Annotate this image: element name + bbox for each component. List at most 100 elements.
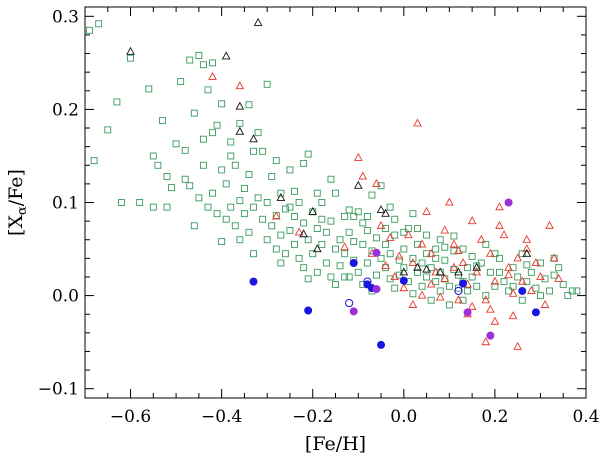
data-point bbox=[313, 189, 321, 197]
x-tick-label: 0.2 bbox=[481, 407, 508, 427]
data-point bbox=[381, 208, 390, 217]
data-point bbox=[254, 129, 262, 137]
data-point bbox=[386, 203, 394, 211]
data-point bbox=[181, 175, 189, 183]
data-point bbox=[454, 295, 463, 304]
data-point bbox=[277, 189, 285, 197]
data-point bbox=[154, 161, 162, 169]
data-point bbox=[423, 250, 431, 258]
data-point bbox=[227, 152, 235, 160]
data-point bbox=[209, 189, 216, 197]
data-point bbox=[353, 152, 363, 161]
data-point bbox=[518, 286, 527, 295]
data-point bbox=[417, 239, 427, 248]
data-point bbox=[318, 215, 326, 223]
data-point bbox=[499, 230, 509, 239]
data-point bbox=[276, 192, 286, 201]
data-point bbox=[381, 260, 390, 269]
data-point bbox=[445, 301, 453, 309]
data-point bbox=[376, 220, 386, 229]
x-tick-label: −0.6 bbox=[110, 407, 151, 427]
data-points bbox=[86, 17, 581, 350]
data-point bbox=[418, 259, 426, 267]
data-point bbox=[158, 117, 166, 125]
data-point bbox=[86, 26, 94, 34]
data-point bbox=[341, 250, 349, 258]
data-point bbox=[277, 259, 285, 267]
data-point bbox=[309, 250, 317, 258]
data-point bbox=[318, 199, 326, 206]
data-point bbox=[431, 267, 441, 276]
data-point bbox=[408, 299, 418, 308]
data-point bbox=[523, 278, 531, 286]
data-point bbox=[263, 199, 271, 206]
data-point bbox=[209, 59, 216, 67]
y-axis-label-sub: α bbox=[15, 206, 30, 215]
data-point bbox=[490, 276, 500, 285]
y-axis-label-pre: [X bbox=[5, 215, 27, 236]
data-point bbox=[336, 236, 344, 244]
series-black-open-triangles bbox=[126, 17, 532, 276]
data-point bbox=[372, 178, 381, 187]
data-point bbox=[449, 239, 459, 248]
data-point bbox=[250, 250, 257, 258]
data-point bbox=[272, 245, 280, 253]
series-purple-filled-circles bbox=[349, 198, 513, 340]
data-point bbox=[363, 213, 371, 220]
data-point bbox=[345, 206, 353, 214]
data-point bbox=[391, 231, 399, 239]
data-point bbox=[463, 308, 472, 317]
data-point bbox=[259, 147, 267, 155]
data-point bbox=[564, 292, 572, 300]
data-point bbox=[491, 282, 499, 290]
data-point bbox=[432, 254, 440, 262]
data-point bbox=[195, 194, 203, 202]
data-point bbox=[523, 261, 531, 269]
data-point bbox=[468, 253, 476, 260]
data-point bbox=[427, 296, 435, 304]
data-point bbox=[409, 254, 417, 262]
data-point bbox=[541, 275, 549, 283]
data-point bbox=[472, 267, 482, 276]
data-point bbox=[400, 228, 408, 236]
data-point bbox=[199, 135, 207, 143]
data-point bbox=[350, 238, 358, 246]
data-point bbox=[386, 250, 394, 258]
y-axis-label: [Xα/Fe] bbox=[5, 169, 30, 236]
data-point bbox=[363, 277, 372, 286]
data-point bbox=[422, 264, 431, 273]
data-point bbox=[486, 331, 495, 340]
data-point bbox=[409, 290, 417, 298]
data-point bbox=[418, 282, 426, 290]
data-point bbox=[394, 251, 404, 260]
data-point bbox=[168, 184, 175, 192]
data-point bbox=[218, 166, 226, 174]
data-point bbox=[95, 20, 103, 28]
data-point bbox=[414, 240, 421, 248]
data-point bbox=[531, 258, 541, 267]
data-point bbox=[332, 280, 339, 288]
data-point bbox=[304, 275, 312, 283]
data-point bbox=[341, 273, 349, 281]
data-point bbox=[426, 248, 436, 257]
data-point bbox=[531, 308, 540, 317]
data-point bbox=[408, 258, 418, 267]
data-point bbox=[312, 244, 322, 253]
data-point bbox=[295, 199, 303, 206]
data-point bbox=[496, 268, 503, 276]
data-point bbox=[432, 278, 440, 286]
data-point bbox=[490, 316, 500, 325]
data-point bbox=[435, 292, 445, 301]
data-point bbox=[127, 54, 134, 62]
data-point bbox=[404, 230, 413, 239]
data-point bbox=[537, 292, 544, 300]
data-point bbox=[281, 205, 289, 213]
data-point bbox=[554, 273, 564, 282]
data-point bbox=[349, 307, 358, 316]
data-point bbox=[199, 61, 207, 69]
data-point bbox=[218, 100, 226, 108]
data-point bbox=[208, 71, 217, 80]
data-point bbox=[213, 210, 221, 218]
data-point bbox=[423, 273, 431, 281]
y-axis-label-post: /Fe] bbox=[5, 169, 27, 206]
